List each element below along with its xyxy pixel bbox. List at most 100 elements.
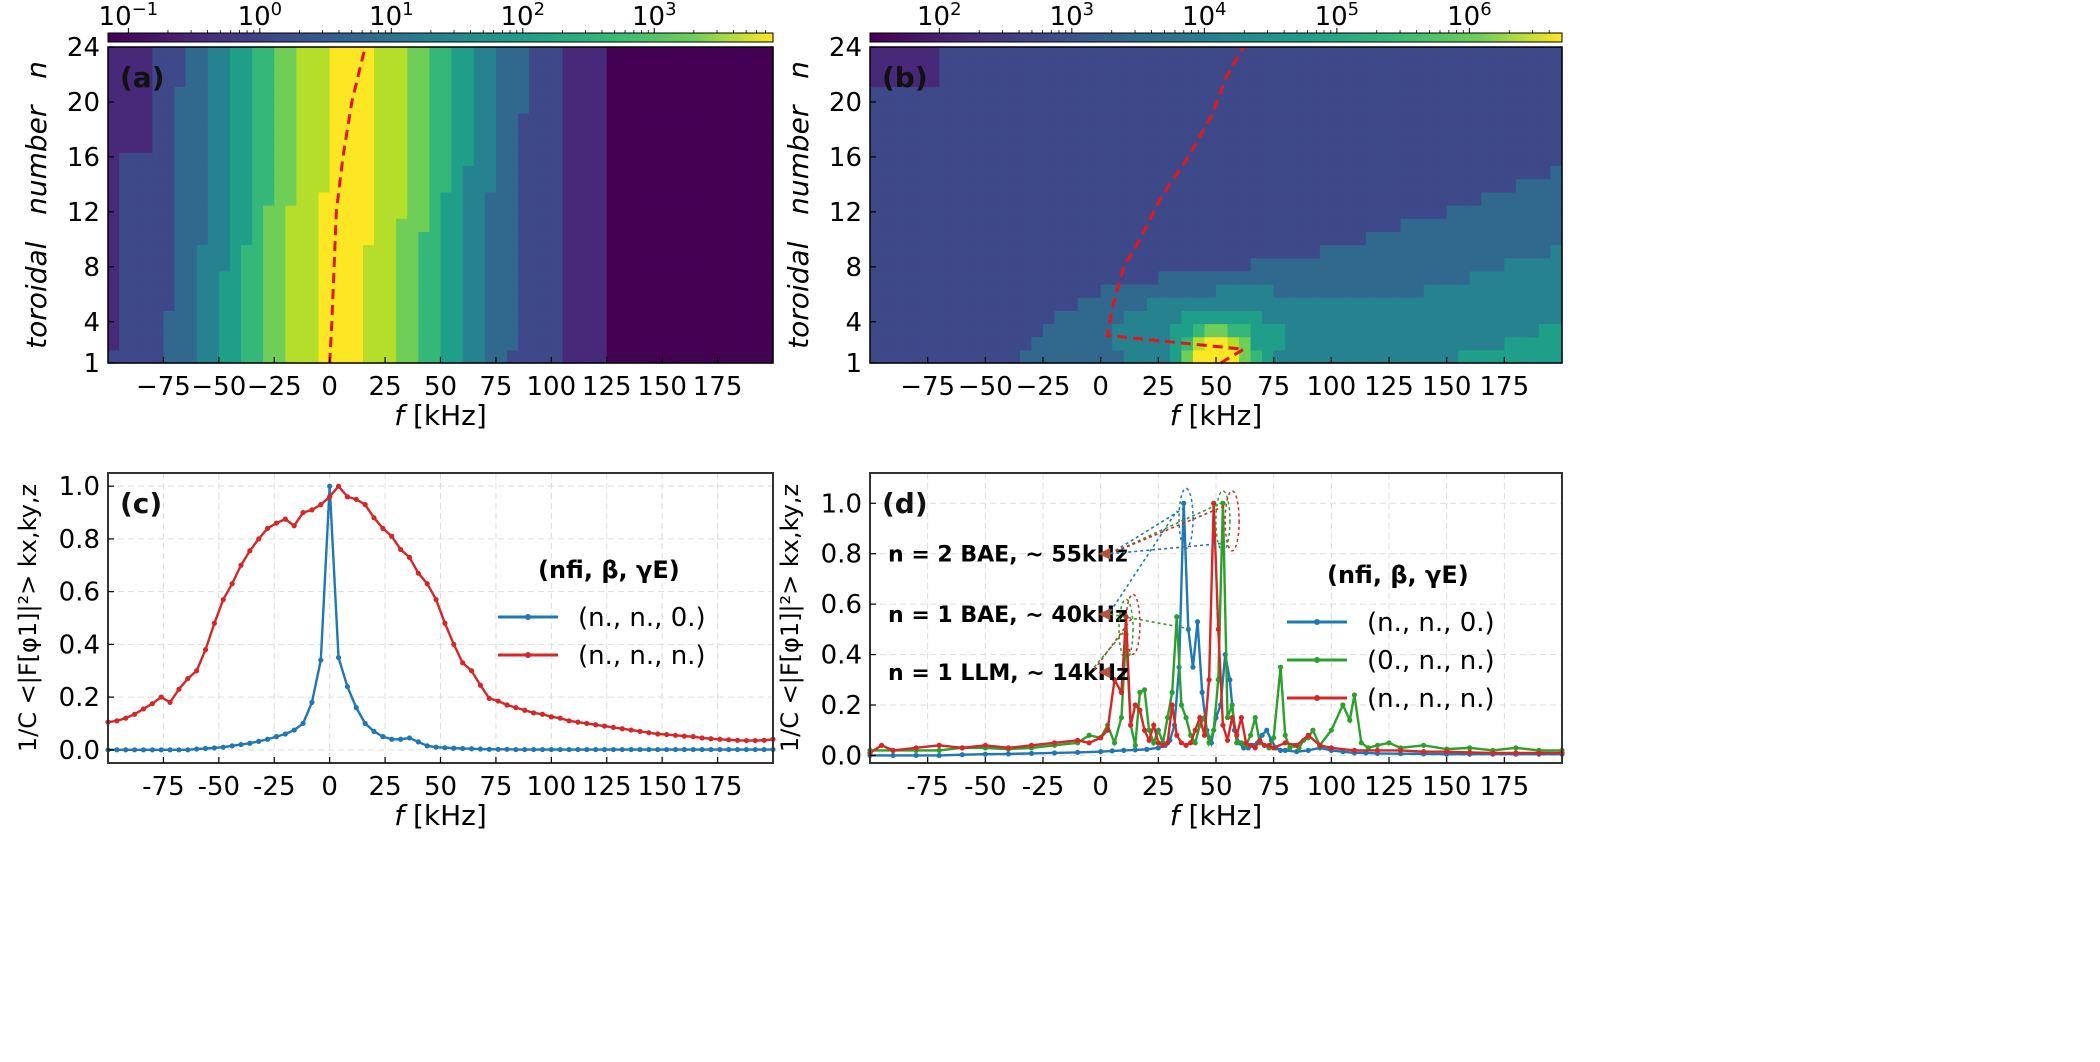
data-point	[1421, 749, 1427, 755]
heatmap-cell	[881, 323, 894, 338]
heatmap-cell	[1146, 218, 1159, 232]
heatmap-cell	[462, 231, 475, 246]
heatmap-cell	[263, 60, 275, 74]
heatmap-cell	[1319, 336, 1332, 351]
heatmap-cell	[1066, 126, 1079, 140]
annotation-leader	[1110, 542, 1221, 555]
heatmap-cell	[108, 99, 120, 114]
heatmap-cell	[440, 297, 453, 311]
heatmap-cell	[1365, 297, 1379, 311]
heatmap-cell	[595, 126, 608, 140]
heatmap-cell	[196, 86, 209, 101]
heatmap-cell	[518, 257, 530, 272]
heatmap-cell	[684, 349, 697, 364]
heatmap-cell	[1273, 297, 1286, 311]
heatmap-cell	[285, 47, 298, 61]
heatmap-cell	[695, 218, 708, 232]
heatmap-cell	[540, 310, 552, 325]
heatmap-cell	[1389, 73, 1402, 88]
ridge-line	[328, 46, 367, 364]
heatmap-cell	[1158, 165, 1171, 180]
heatmap-cell	[1308, 126, 1321, 140]
data-point	[1229, 715, 1235, 721]
heatmap-cell	[916, 218, 929, 232]
heatmap-cell	[1492, 231, 1505, 246]
heatmap-cell	[285, 60, 298, 74]
heatmap-cell	[617, 126, 630, 140]
heatmap-cell	[881, 310, 894, 325]
data-point	[424, 743, 430, 749]
data-point	[513, 705, 519, 711]
heatmap-cell	[717, 323, 730, 338]
heatmap-cell	[551, 47, 564, 61]
heatmap-cell	[1239, 257, 1252, 272]
heatmap-cell	[551, 349, 564, 364]
heatmap-cell	[927, 231, 940, 246]
heatmap-cell	[1308, 205, 1321, 219]
heatmap-cell	[739, 178, 752, 193]
heatmap-cell	[307, 99, 320, 114]
heatmap-cell	[761, 336, 774, 351]
heatmap-cell	[1077, 323, 1090, 338]
data-point	[1121, 747, 1127, 753]
heatmap-cell	[1227, 323, 1240, 338]
heatmap-cell	[1458, 73, 1471, 88]
data-point	[699, 746, 705, 753]
heatmap-cell	[1204, 310, 1217, 325]
heatmap-cell	[927, 191, 940, 206]
heatmap-cell	[174, 244, 187, 259]
heatmap-cell	[1469, 218, 1482, 232]
heatmap-cell	[174, 112, 187, 127]
heatmap-cell	[1054, 323, 1067, 338]
heatmap-cell	[1365, 152, 1379, 167]
heatmap-cell	[1435, 178, 1448, 193]
heatmap-cell	[1112, 126, 1125, 140]
heatmap-cell	[351, 349, 364, 364]
heatmap-cell	[881, 73, 894, 88]
heatmap-cell	[1400, 86, 1413, 101]
heatmap-cell	[540, 257, 552, 272]
heatmap-cell	[1331, 349, 1344, 364]
heatmap-cell	[573, 126, 586, 140]
data-point	[1490, 750, 1496, 756]
heatmap-cell	[1515, 349, 1528, 364]
heatmap-cell	[329, 112, 342, 127]
heatmap-cell	[1469, 231, 1482, 246]
heatmap-cell	[1504, 47, 1517, 61]
heatmap-cell	[1123, 152, 1136, 167]
heatmap-cell	[962, 231, 975, 246]
heatmap-cell	[750, 323, 763, 338]
heatmap-cell	[340, 270, 353, 285]
heatmap-cell	[540, 139, 552, 153]
heatmap-cell	[374, 270, 386, 285]
heatmap-cell	[152, 86, 165, 101]
heatmap-cell	[750, 218, 763, 232]
data-point	[1397, 747, 1404, 753]
heatmap-cell	[750, 244, 763, 259]
heatmap-cell	[241, 284, 253, 298]
heatmap-cell	[385, 165, 397, 180]
heatmap-cell	[229, 139, 242, 153]
heatmap-cell	[141, 126, 153, 140]
heatmap-cell	[1389, 178, 1402, 193]
heatmap-cell	[318, 218, 331, 232]
heatmap-cell	[870, 336, 883, 351]
heatmap-cell	[717, 112, 730, 127]
heatmap-cell	[1054, 60, 1067, 74]
heatmap-cell	[451, 218, 464, 232]
data-point	[513, 746, 519, 753]
heatmap-cell	[318, 191, 331, 206]
heatmap-cell	[1296, 152, 1309, 167]
heatmap-cell	[495, 99, 508, 114]
heatmap-cell	[473, 349, 486, 364]
data-point	[1183, 715, 1189, 721]
heatmap-cell	[1100, 60, 1113, 74]
heatmap-cell	[1308, 349, 1321, 364]
heatmap-cell	[1389, 257, 1402, 272]
heatmap-cell	[1354, 112, 1367, 127]
heatmap-cell	[1492, 349, 1505, 364]
annotation-arrowhead	[1098, 547, 1111, 560]
heatmap-cell	[518, 73, 530, 88]
heatmap-cell	[916, 47, 929, 61]
heatmap-cell	[1446, 218, 1459, 232]
